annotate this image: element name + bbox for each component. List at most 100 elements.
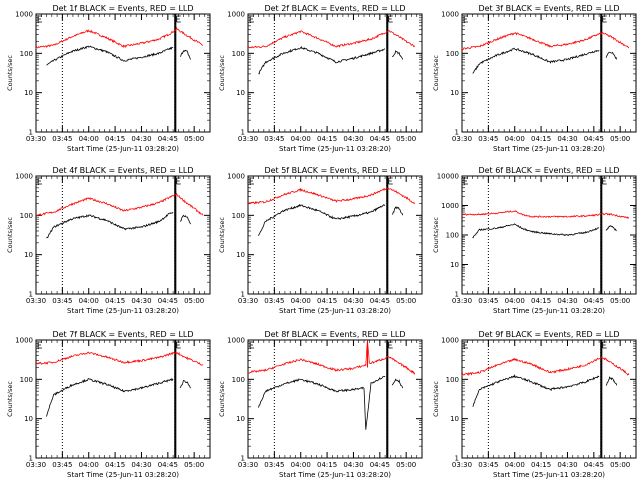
y-tick-label: 1000	[15, 173, 33, 181]
x-axis-label: Start Time (25-Jun-11 03:28:20)	[493, 145, 605, 153]
lld-rate-line	[36, 192, 204, 217]
events-rate-line	[472, 223, 600, 239]
marker-flag	[249, 177, 254, 185]
x-tick-label: 04:45	[370, 135, 390, 143]
lld-rate-line	[247, 340, 416, 375]
y-tick-label: 100	[20, 376, 33, 384]
events-rate-line	[472, 374, 600, 407]
x-tick-label: 04:00	[79, 297, 99, 305]
x-tick-label: 04:15	[531, 135, 551, 143]
x-tick-label: 04:15	[317, 135, 337, 143]
panel-title: Det 6f BLACK = Events, RED = LLD	[478, 166, 619, 175]
x-tick-label: 04:45	[158, 461, 178, 469]
x-tick-label: 04:00	[291, 461, 311, 469]
y-tick-label: 1	[29, 455, 33, 463]
y-tick-label: 1	[29, 129, 33, 137]
y-tick-label: 1	[241, 129, 245, 137]
x-tick-label: 04:45	[370, 297, 390, 305]
events-rate-line	[46, 45, 174, 66]
x-tick-label: 03:45	[264, 297, 284, 305]
x-tick-label: 04:00	[291, 135, 311, 143]
detector-panel: Det 7f BLACK = Events, RED = LLD Counts/s…	[6, 330, 211, 479]
y-tick-label: 1000	[441, 202, 459, 210]
x-tick-label: 03:30	[452, 461, 472, 469]
marker-flag	[37, 177, 42, 185]
x-tick-label: 04:30	[343, 135, 363, 143]
x-tick-label: 04:00	[79, 135, 99, 143]
panel-title: Det 3f BLACK = Events, RED = LLD	[478, 4, 619, 13]
marker-flag	[176, 341, 181, 349]
panel-title: Det 7f BLACK = Events, RED = LLD	[52, 330, 193, 339]
y-tick-label: 100	[446, 50, 459, 58]
panel-title: Det 1f BLACK = Events, RED = LLD	[52, 4, 193, 13]
y-tick-label: 1000	[227, 11, 245, 19]
y-tick-label: 10	[236, 251, 245, 259]
x-axis-label: Start Time (25-Jun-11 03:28:20)	[279, 145, 391, 153]
y-tick-label: 1000	[441, 11, 459, 19]
x-tick-label: 05:00	[396, 297, 416, 305]
marker-flag	[463, 177, 468, 185]
plot-frame	[247, 175, 423, 295]
panel-title: Det 8f BLACK = Events, RED = LLD	[264, 330, 405, 339]
x-tick-label: 03:45	[478, 135, 498, 143]
x-tick-label: 04:15	[105, 135, 125, 143]
y-tick-label: 1000	[15, 11, 33, 19]
y-tick-label: 1000	[227, 337, 245, 345]
x-tick-label: 04:15	[317, 297, 337, 305]
plot-frame	[247, 13, 423, 133]
events-rate-line	[392, 50, 404, 60]
x-tick-label: 04:30	[557, 461, 577, 469]
panel-title: Det 4f BLACK = Events, RED = LLD	[52, 166, 193, 175]
x-tick-label: 03:30	[26, 135, 46, 143]
y-axis-label: Counts/sec	[218, 217, 226, 253]
detector-panel: Det 2f BLACK = Events, RED = LLD Counts/s…	[218, 4, 423, 153]
x-tick-label: 04:30	[343, 461, 363, 469]
y-tick-label: 1	[241, 455, 245, 463]
y-tick-label: 1	[241, 291, 245, 299]
events-rate-line	[46, 211, 174, 239]
x-tick-label: 03:45	[264, 461, 284, 469]
x-tick-label: 04:00	[291, 297, 311, 305]
x-tick-label: 04:30	[131, 461, 151, 469]
panel-title: Det 9f BLACK = Events, RED = LLD	[478, 330, 619, 339]
plot-frame	[35, 339, 211, 459]
x-tick-label: 03:45	[478, 297, 498, 305]
x-tick-label: 03:45	[52, 135, 72, 143]
x-tick-label: 03:30	[452, 135, 472, 143]
y-tick-label: 1	[455, 129, 459, 137]
x-tick-label: 03:30	[26, 297, 46, 305]
x-tick-label: 03:45	[478, 461, 498, 469]
y-tick-label: 1	[29, 291, 33, 299]
x-tick-label: 05:00	[610, 297, 630, 305]
x-tick-label: 04:45	[370, 461, 390, 469]
x-tick-label: 04:15	[105, 297, 125, 305]
marker-flag	[388, 341, 393, 349]
marker-flag	[463, 341, 468, 349]
marker-flag	[388, 177, 393, 185]
marker-flag	[37, 341, 42, 349]
marker-flag	[602, 177, 607, 185]
detector-panel: Det 8f BLACK = Events, RED = LLD Counts/s…	[218, 330, 423, 479]
marker-flag	[176, 177, 181, 185]
x-tick-label: 04:30	[557, 135, 577, 143]
x-tick-label: 04:45	[584, 297, 604, 305]
y-tick-label: 1000	[441, 337, 459, 345]
events-rate-line	[179, 49, 192, 60]
lld-rate-line	[461, 356, 630, 377]
x-tick-label: 03:45	[264, 135, 284, 143]
lld-rate-line	[247, 187, 416, 205]
events-rate-line	[605, 376, 618, 386]
x-tick-label: 04:45	[584, 135, 604, 143]
x-tick-label: 04:45	[584, 461, 604, 469]
x-tick-label: 04:15	[105, 461, 125, 469]
x-tick-label: 04:00	[505, 297, 525, 305]
x-tick-label: 04:30	[343, 297, 363, 305]
x-tick-label: 05:00	[610, 135, 630, 143]
x-tick-label: 03:30	[238, 297, 258, 305]
y-tick-label: 10	[450, 89, 459, 97]
marker-flag	[388, 15, 393, 23]
x-tick-label: 04:00	[79, 461, 99, 469]
marker-flag	[602, 15, 607, 23]
x-tick-label: 04:00	[505, 461, 525, 469]
